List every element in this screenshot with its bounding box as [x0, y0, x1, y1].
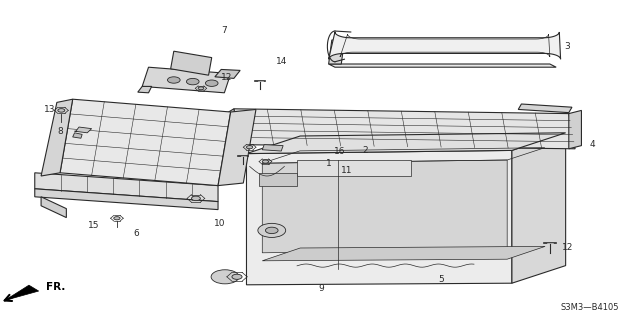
Text: 6: 6 [133, 229, 139, 238]
Polygon shape [329, 40, 344, 64]
Text: 14: 14 [276, 57, 287, 66]
Polygon shape [329, 32, 561, 59]
Text: 1: 1 [325, 159, 332, 168]
Circle shape [198, 87, 204, 90]
Polygon shape [73, 133, 82, 138]
Polygon shape [512, 133, 566, 283]
Circle shape [265, 227, 278, 234]
Polygon shape [142, 67, 231, 93]
Circle shape [167, 77, 180, 83]
Polygon shape [569, 110, 581, 149]
Polygon shape [246, 150, 512, 285]
Polygon shape [35, 189, 218, 210]
Polygon shape [518, 104, 572, 113]
Polygon shape [262, 145, 283, 151]
Text: 7: 7 [221, 26, 228, 35]
Text: 16: 16 [334, 148, 346, 156]
Polygon shape [329, 64, 556, 67]
Polygon shape [60, 99, 231, 186]
Text: FR.: FR. [46, 282, 65, 292]
Text: 13: 13 [44, 105, 55, 114]
Text: 12: 12 [221, 73, 232, 82]
Polygon shape [138, 86, 152, 93]
Polygon shape [262, 160, 507, 253]
Text: 4: 4 [590, 140, 595, 149]
Circle shape [258, 223, 286, 237]
Polygon shape [297, 160, 411, 176]
Circle shape [114, 217, 120, 220]
Circle shape [211, 270, 239, 284]
Polygon shape [35, 173, 218, 202]
Circle shape [246, 146, 253, 149]
Circle shape [262, 160, 269, 163]
Text: 8: 8 [57, 127, 63, 136]
Circle shape [58, 108, 64, 112]
Circle shape [232, 274, 242, 279]
Polygon shape [5, 285, 39, 300]
Circle shape [186, 78, 199, 85]
Polygon shape [41, 197, 66, 218]
Polygon shape [41, 99, 73, 176]
Polygon shape [234, 109, 575, 149]
Text: 11: 11 [341, 166, 352, 175]
Text: 5: 5 [438, 275, 444, 284]
Polygon shape [259, 173, 297, 186]
Text: S3M3—B4105: S3M3—B4105 [561, 303, 619, 312]
Text: 10: 10 [214, 220, 226, 228]
Circle shape [205, 80, 218, 86]
Circle shape [191, 196, 200, 201]
Text: 15: 15 [88, 221, 99, 230]
Polygon shape [246, 133, 566, 154]
Polygon shape [228, 109, 240, 148]
Polygon shape [262, 246, 545, 261]
Polygon shape [171, 51, 212, 75]
Text: 3: 3 [564, 42, 571, 51]
Text: 12: 12 [562, 244, 573, 252]
Text: 2: 2 [363, 146, 368, 155]
Text: 9: 9 [318, 284, 324, 293]
Polygon shape [218, 109, 256, 186]
Polygon shape [75, 127, 92, 133]
Polygon shape [215, 69, 240, 78]
